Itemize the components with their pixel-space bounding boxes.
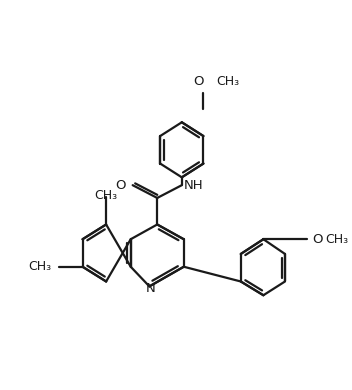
Text: CH₃: CH₃ bbox=[325, 233, 348, 246]
Text: CH₃: CH₃ bbox=[28, 260, 51, 273]
Text: N: N bbox=[145, 282, 155, 295]
Text: O: O bbox=[313, 233, 323, 246]
Text: O: O bbox=[193, 76, 204, 89]
Text: CH₃: CH₃ bbox=[95, 189, 118, 202]
Text: O: O bbox=[115, 179, 126, 191]
Text: CH₃: CH₃ bbox=[216, 76, 239, 89]
Text: NH: NH bbox=[184, 179, 203, 191]
